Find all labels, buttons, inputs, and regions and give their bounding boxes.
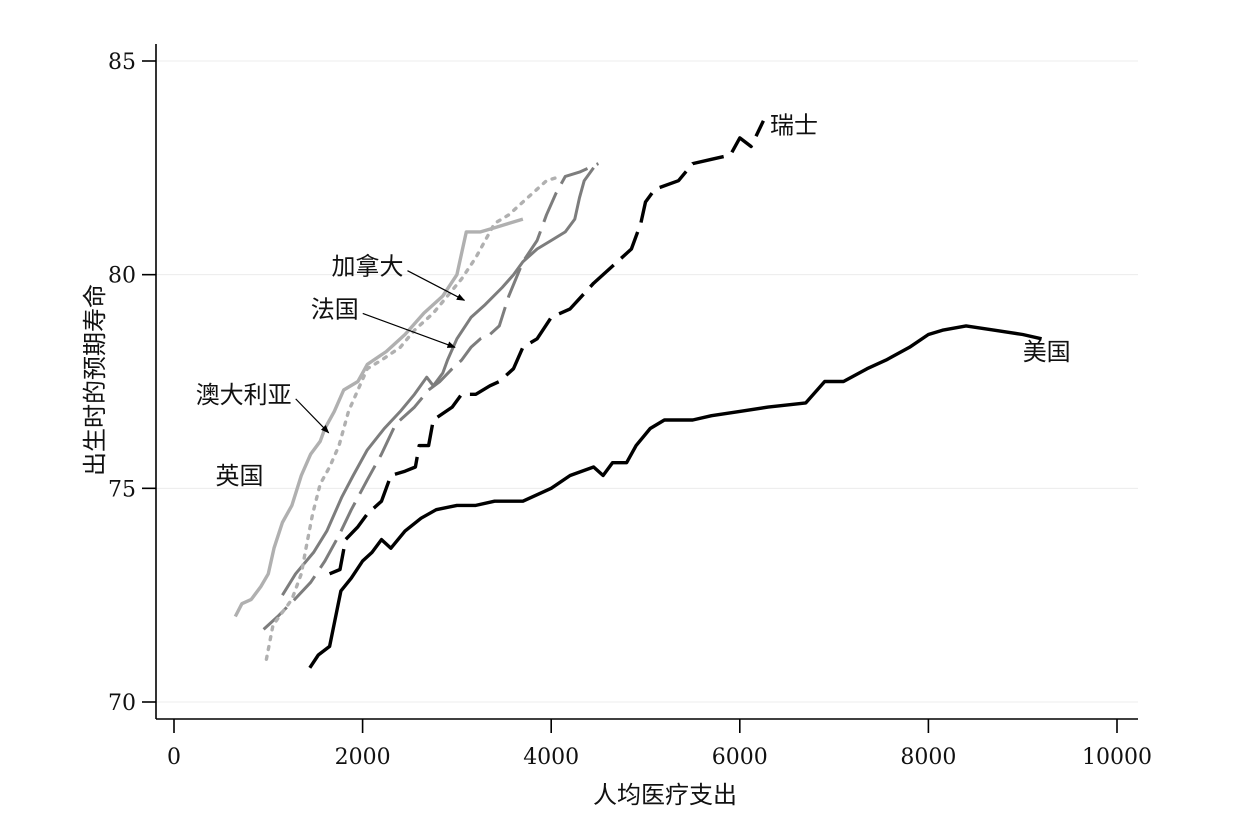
series-line-2 (328, 120, 765, 576)
series-line-6 (264, 174, 563, 661)
x-tick-label-8000: 8000 (900, 745, 956, 770)
series-line-4 (262, 162, 600, 631)
y-tick-label-70: 70 (108, 691, 136, 716)
x-tick-label-0: 0 (167, 745, 181, 770)
axes (155, 44, 1138, 720)
y-axis-title: 出生时的预期寿命 (81, 284, 109, 476)
series-line-5 (233, 217, 524, 618)
series-label-6: 英国 (215, 462, 263, 490)
y-tick-label-85: 85 (108, 50, 136, 75)
x-tick-label-2000: 2000 (335, 745, 391, 770)
series-label-4: 法国 (311, 295, 359, 323)
annotation-arrow-3 (407, 270, 466, 301)
x-tick-label-4000: 4000 (523, 745, 579, 770)
tick-marks-and-labels: 70 75 80 85 0 2000 4000 6000 8000 10000 (108, 50, 1152, 770)
annotation-arrow-5 (295, 398, 330, 434)
series-label-2: 美国 (1023, 338, 1071, 366)
y-tick-label-75: 75 (108, 477, 136, 502)
series-line-1 (308, 324, 1042, 669)
annotation-arrow-4 (362, 312, 456, 348)
y-tick-label-80: 80 (108, 264, 136, 289)
x-axis-title: 人均医疗支出 (593, 781, 737, 809)
series-label-1: 瑞士 (770, 112, 818, 140)
gridlines (156, 60, 1138, 703)
series-label-3: 加拿大 (331, 253, 403, 281)
x-tick-label-10000: 10000 (1082, 745, 1152, 770)
series-label-5: 澳大利亚 (196, 381, 292, 409)
series-line-3 (281, 166, 595, 596)
x-tick-label-6000: 6000 (712, 745, 768, 770)
series-lines (233, 120, 1042, 669)
